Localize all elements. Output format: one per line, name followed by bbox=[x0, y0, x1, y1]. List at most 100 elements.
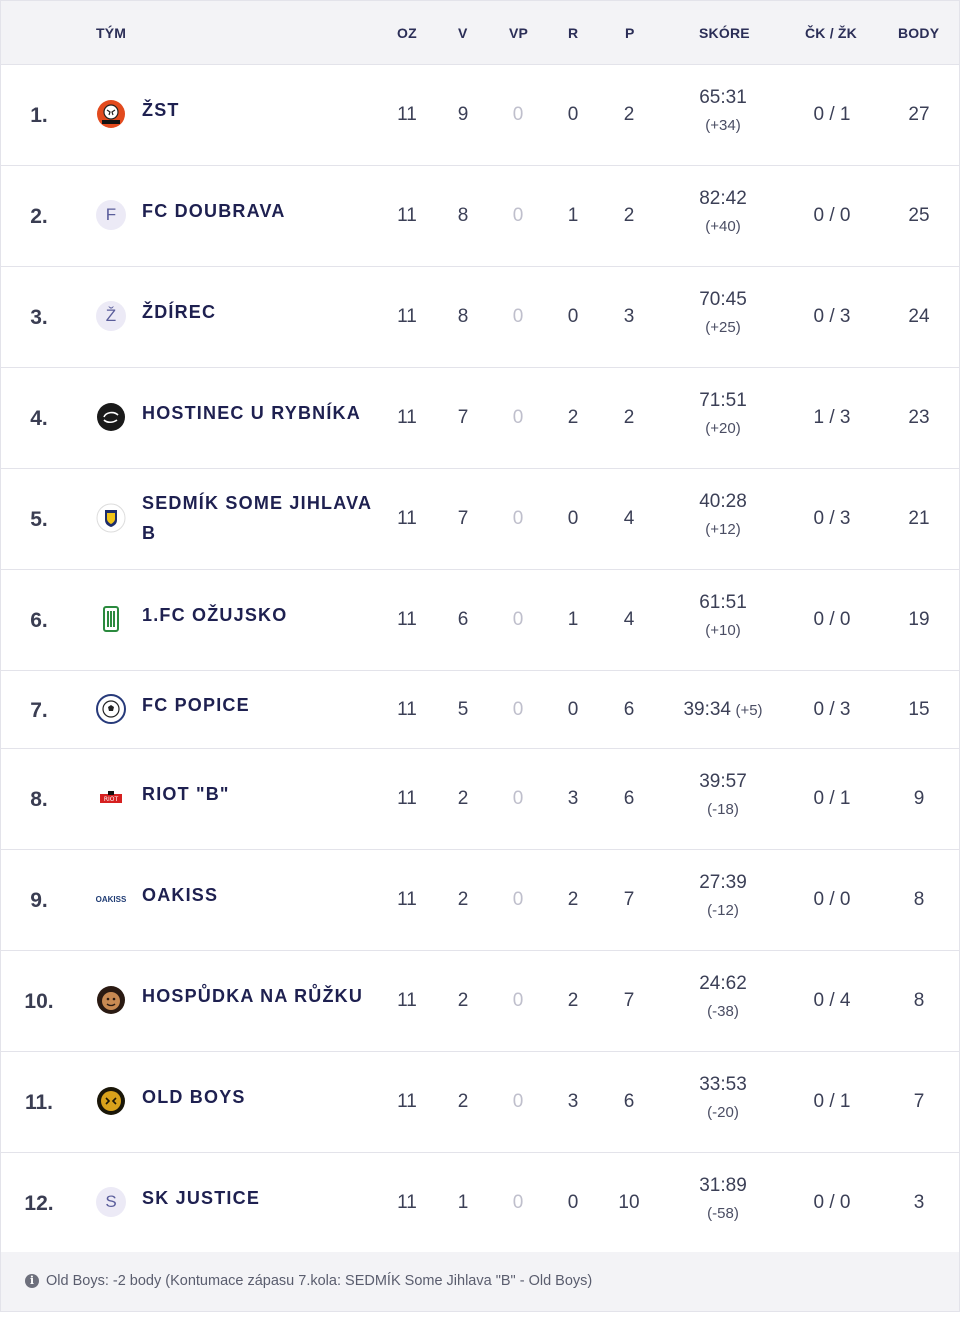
wins: 2 bbox=[457, 1091, 469, 1112]
rank: 7. bbox=[30, 699, 48, 722]
team-name[interactable]: ŽST bbox=[142, 100, 180, 120]
matches-played: 11 bbox=[397, 1192, 417, 1213]
wins: 9 bbox=[457, 104, 469, 125]
losses: 4 bbox=[623, 508, 635, 529]
wins-shootout: 0 bbox=[512, 407, 524, 428]
team-initial-icon: F bbox=[96, 200, 126, 230]
wins-shootout: 0 bbox=[512, 1091, 524, 1112]
team-name[interactable]: ŽDÍREC bbox=[142, 302, 217, 322]
score-value: 39:34 bbox=[683, 699, 731, 720]
matches-played: 11 bbox=[397, 699, 417, 720]
cards: 0 / 0 bbox=[813, 205, 851, 226]
team-name[interactable]: SEDMÍK SOME JIHLAVA B bbox=[142, 493, 372, 543]
hospudka-logo-icon bbox=[96, 985, 126, 1015]
cards: 0 / 3 bbox=[813, 508, 851, 529]
points: 8 bbox=[913, 990, 925, 1011]
points: 8 bbox=[913, 889, 925, 910]
score-cell: 65:31 (+34) bbox=[663, 87, 783, 134]
points: 7 bbox=[913, 1091, 925, 1112]
table-body: 1. ŽST 11 9 0 0 2 65:31 (+34) 0 / 1 27 2.… bbox=[1, 65, 959, 1254]
points: 19 bbox=[908, 609, 930, 630]
wins-shootout: 0 bbox=[512, 699, 524, 720]
wins: 7 bbox=[457, 508, 469, 529]
score-diff: (+5) bbox=[735, 702, 763, 719]
wins: 7 bbox=[457, 407, 469, 428]
draws: 1 bbox=[567, 205, 579, 226]
draws: 0 bbox=[567, 699, 579, 720]
table-header: TÝM OZ V VP R P SKÓRE ČK / ŽK BODY bbox=[1, 1, 959, 65]
team-name[interactable]: SK JUSTICE bbox=[142, 1188, 261, 1208]
zst-logo-icon bbox=[96, 99, 126, 129]
cards: 0 / 1 bbox=[813, 788, 851, 809]
team-name[interactable]: FC POPICE bbox=[142, 695, 250, 715]
score-value: 27:39 bbox=[699, 872, 747, 893]
score-cell: 71:51 (+20) bbox=[663, 390, 783, 437]
team-name[interactable]: FC DOUBRAVA bbox=[142, 201, 286, 221]
header-p: P bbox=[625, 25, 635, 41]
wins-shootout: 0 bbox=[512, 788, 524, 809]
header-vp: VP bbox=[509, 25, 529, 41]
team-name[interactable]: 1.FC OŽUJSKO bbox=[142, 605, 288, 625]
team-name[interactable]: RIOT "B" bbox=[142, 784, 230, 804]
table-row: 5. SEDMÍK SOME JIHLAVA B 11 7 0 0 4 40:2… bbox=[1, 469, 959, 570]
rank: 6. bbox=[30, 609, 48, 632]
matches-played: 11 bbox=[397, 407, 417, 428]
score-diff: (-12) bbox=[707, 902, 739, 919]
team-name[interactable]: HOSTINEC U RYBNÍKA bbox=[142, 403, 361, 423]
table-row: 8. RIOT RIOT "B" 11 2 0 3 6 39:57 (-18) 0… bbox=[1, 749, 959, 850]
footnote-text: Old Boys: -2 body (Kontumace zápasu 7.ko… bbox=[46, 1273, 593, 1289]
cards: 0 / 3 bbox=[813, 699, 851, 720]
wins-shootout: 0 bbox=[512, 1192, 524, 1213]
table-footnote: i Old Boys: -2 body (Kontumace zápasu 7.… bbox=[0, 1252, 960, 1312]
info-icon: i bbox=[25, 1274, 39, 1288]
matches-played: 11 bbox=[397, 306, 417, 327]
wins: 6 bbox=[457, 609, 469, 630]
svg-text:RIOT: RIOT bbox=[104, 796, 119, 803]
rank: 4. bbox=[30, 407, 48, 430]
draws: 2 bbox=[567, 889, 579, 910]
wins: 2 bbox=[457, 990, 469, 1011]
rank: 9. bbox=[30, 889, 48, 912]
team-initial-icon: S bbox=[96, 1187, 126, 1217]
draws: 3 bbox=[567, 1091, 579, 1112]
cards: 0 / 3 bbox=[813, 306, 851, 327]
header-score: SKÓRE bbox=[699, 25, 750, 41]
wins-shootout: 0 bbox=[512, 990, 524, 1011]
losses: 2 bbox=[623, 205, 635, 226]
matches-played: 11 bbox=[397, 104, 417, 125]
score-diff: (+10) bbox=[705, 622, 741, 639]
rank: 12. bbox=[24, 1192, 54, 1215]
matches-played: 11 bbox=[397, 609, 417, 630]
wins-shootout: 0 bbox=[512, 104, 524, 125]
draws: 0 bbox=[567, 508, 579, 529]
team-name[interactable]: OLD BOYS bbox=[142, 1087, 246, 1107]
popice-logo-icon bbox=[96, 694, 126, 724]
matches-played: 11 bbox=[397, 205, 417, 226]
wins-shootout: 0 bbox=[512, 508, 524, 529]
table-row: 11. OLD BOYS 11 2 0 3 6 33:53 (-20) 0 / 1… bbox=[1, 1052, 959, 1153]
losses: 10 bbox=[618, 1192, 640, 1213]
rank: 5. bbox=[30, 508, 48, 531]
wins: 8 bbox=[457, 306, 469, 327]
table-row: 6. 1.FC OŽUJSKO 11 6 0 1 4 61:51 (+10) 0 … bbox=[1, 570, 959, 671]
team-name[interactable]: HOSPŮDKA NA RŮŽKU bbox=[142, 986, 364, 1006]
score-value: 24:62 bbox=[699, 973, 747, 994]
points: 3 bbox=[913, 1192, 925, 1213]
wins-shootout: 0 bbox=[512, 889, 524, 910]
header-cards: ČK / ŽK bbox=[805, 25, 857, 41]
cards: 0 / 1 bbox=[813, 104, 851, 125]
losses: 3 bbox=[623, 306, 635, 327]
score-diff: (+20) bbox=[705, 420, 741, 437]
team-name[interactable]: OAKISS bbox=[142, 885, 219, 905]
table-row: 12. S SK JUSTICE 11 1 0 0 10 31:89 (-58) … bbox=[1, 1153, 959, 1254]
losses: 2 bbox=[623, 104, 635, 125]
points: 23 bbox=[908, 407, 930, 428]
score-diff: (-58) bbox=[707, 1205, 739, 1222]
score-diff: (-20) bbox=[707, 1104, 739, 1121]
score-cell: 24:62 (-38) bbox=[663, 973, 783, 1020]
rank: 3. bbox=[30, 306, 48, 329]
score-diff: (-18) bbox=[707, 801, 739, 818]
cards: 1 / 3 bbox=[813, 407, 851, 428]
score-cell: 82:42 (+40) bbox=[663, 188, 783, 235]
